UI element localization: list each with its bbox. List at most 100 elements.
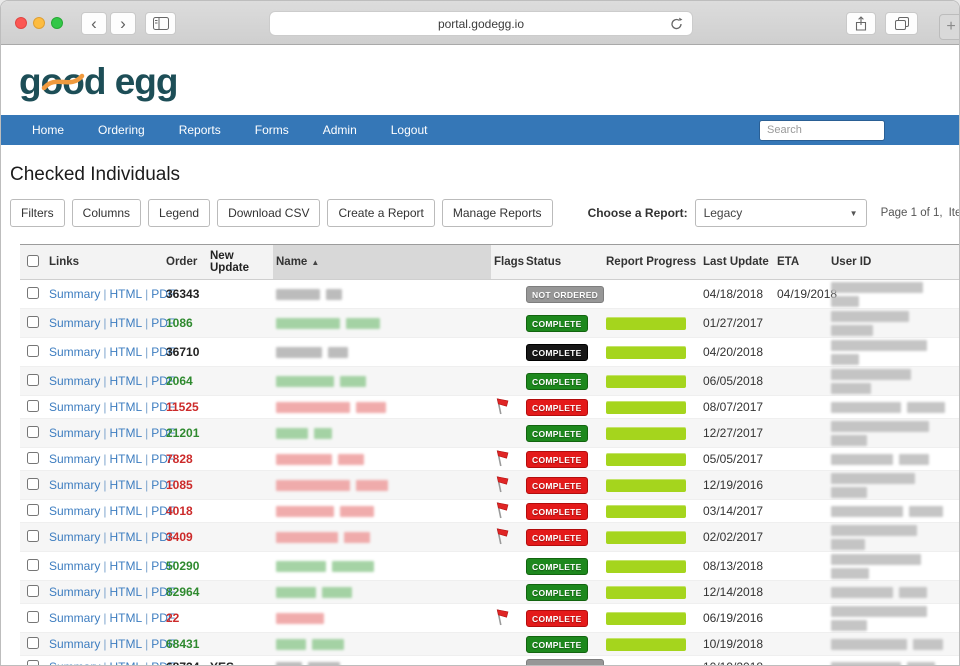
row-checkbox[interactable] [27,636,39,649]
col-user-id[interactable]: User ID [828,244,959,280]
summary-link[interactable]: Summary [49,452,101,466]
html-link[interactable]: HTML [109,345,143,359]
name-redacted [273,522,491,552]
summary-link[interactable]: Summary [49,637,101,651]
row-checkbox[interactable] [27,344,39,357]
col-flags[interactable]: Flags [491,244,524,280]
summary-link[interactable]: Summary [49,504,101,518]
html-link[interactable]: HTML [109,316,143,330]
new-update-cell: YES [207,655,273,665]
sidebar-toggle-button[interactable] [145,12,176,35]
last-update-cell: 08/07/2017 [700,395,774,419]
col-eta[interactable]: ETA [774,244,828,280]
manage-reports-button[interactable]: Manage Reports [441,199,553,227]
search-input[interactable] [759,119,885,141]
order-cell: 1085 [163,470,207,500]
html-link[interactable]: HTML [109,559,143,573]
summary-link[interactable]: Summary [49,374,101,388]
row-checkbox[interactable] [27,610,39,623]
nav-item-reports[interactable]: Reports [178,123,221,137]
col-new-update[interactable]: New Update [207,244,273,280]
flags-cell [491,337,523,367]
progress-bar [606,478,687,492]
order-cell: 3409 [163,522,207,552]
forward-button[interactable]: › [110,12,136,35]
html-link[interactable]: HTML [109,478,143,492]
summary-link[interactable]: Summary [49,287,101,301]
html-link[interactable]: HTML [109,660,142,665]
summary-link[interactable]: Summary [49,345,101,359]
nav-item-home[interactable]: Home [32,123,65,137]
columns-button[interactable]: Columns [71,199,142,227]
order-cell: 36343 [163,279,207,309]
new-tab-button[interactable]: + [939,14,959,40]
html-link[interactable]: HTML [109,611,143,625]
row-checkbox[interactable] [27,477,39,490]
links-cell: Summary|HTML|PDF [46,580,175,604]
links-cell: Summary|HTML|PDF [46,279,175,309]
html-link[interactable]: HTML [109,287,143,301]
zoom-button[interactable] [51,17,63,29]
row-checkbox[interactable] [27,529,39,542]
html-link[interactable]: HTML [109,504,143,518]
row-checkbox[interactable] [27,584,39,597]
row-checkbox[interactable] [27,425,39,438]
row-checkbox[interactable] [27,315,39,328]
summary-link[interactable]: Summary [49,426,101,440]
col-last-update[interactable]: Last Update [700,244,774,280]
row-checkbox[interactable] [27,399,39,412]
reload-icon [671,17,683,30]
row-checkbox[interactable] [27,451,39,464]
html-link[interactable]: HTML [109,426,143,440]
close-button[interactable] [15,17,27,29]
row-checkbox[interactable] [27,558,39,571]
user-id-redacted [828,395,959,419]
pdf-link[interactable]: PDF [151,660,175,665]
nav-item-logout[interactable]: Logout [390,123,428,137]
nav-item-admin[interactable]: Admin [322,123,357,137]
html-link[interactable]: HTML [109,637,143,651]
col-links[interactable]: Links [46,244,163,280]
summary-link[interactable]: Summary [49,316,101,330]
html-link[interactable]: HTML [109,585,143,599]
summary-link[interactable]: Summary [49,660,100,665]
tabs-overview-button[interactable] [885,12,918,35]
back-button[interactable]: ‹ [81,12,107,35]
minimize-button[interactable] [33,17,45,29]
report-select[interactable]: Legacy ▼ [694,199,867,227]
reload-button[interactable] [670,17,683,34]
nav-item-ordering[interactable]: Ordering [98,123,145,137]
flags-cell [491,366,523,396]
row-checkbox[interactable] [27,503,39,516]
col-status[interactable]: Status [523,244,603,280]
create-report-button[interactable]: Create a Report [327,199,435,227]
col-report-progress[interactable]: Report Progress [603,244,700,280]
col-order[interactable]: Order [163,244,207,280]
nav-item-forms[interactable]: Forms [254,123,289,137]
share-button[interactable] [846,12,876,35]
summary-link[interactable]: Summary [49,585,101,599]
download-csv-button[interactable]: Download CSV [217,199,321,227]
col-name[interactable]: Name ▲ [273,244,491,280]
status-cell: COMPLETE [523,395,603,419]
summary-link[interactable]: Summary [49,478,101,492]
summary-link[interactable]: Summary [49,559,101,573]
html-link[interactable]: HTML [109,400,143,414]
red-flag-icon [496,527,509,544]
table-row: Summary | HTML | PDF 1086 COMPLETE 01/27/201… [20,308,959,338]
row-checkbox[interactable] [27,659,39,665]
summary-link[interactable]: Summary [49,611,101,625]
html-link[interactable]: HTML [109,530,143,544]
row-checkbox[interactable] [27,373,39,386]
eta-cell [774,447,828,471]
summary-link[interactable]: Summary [49,530,101,544]
html-link[interactable]: HTML [109,374,143,388]
new-update-cell [207,603,273,633]
summary-link[interactable]: Summary [49,400,101,414]
html-link[interactable]: HTML [109,452,143,466]
legend-button[interactable]: Legend [148,199,211,227]
row-checkbox[interactable] [27,286,39,299]
filters-button[interactable]: Filters [10,199,65,227]
url-field[interactable]: portal.godegg.io [269,11,693,36]
select-all-checkbox[interactable] [27,254,39,267]
